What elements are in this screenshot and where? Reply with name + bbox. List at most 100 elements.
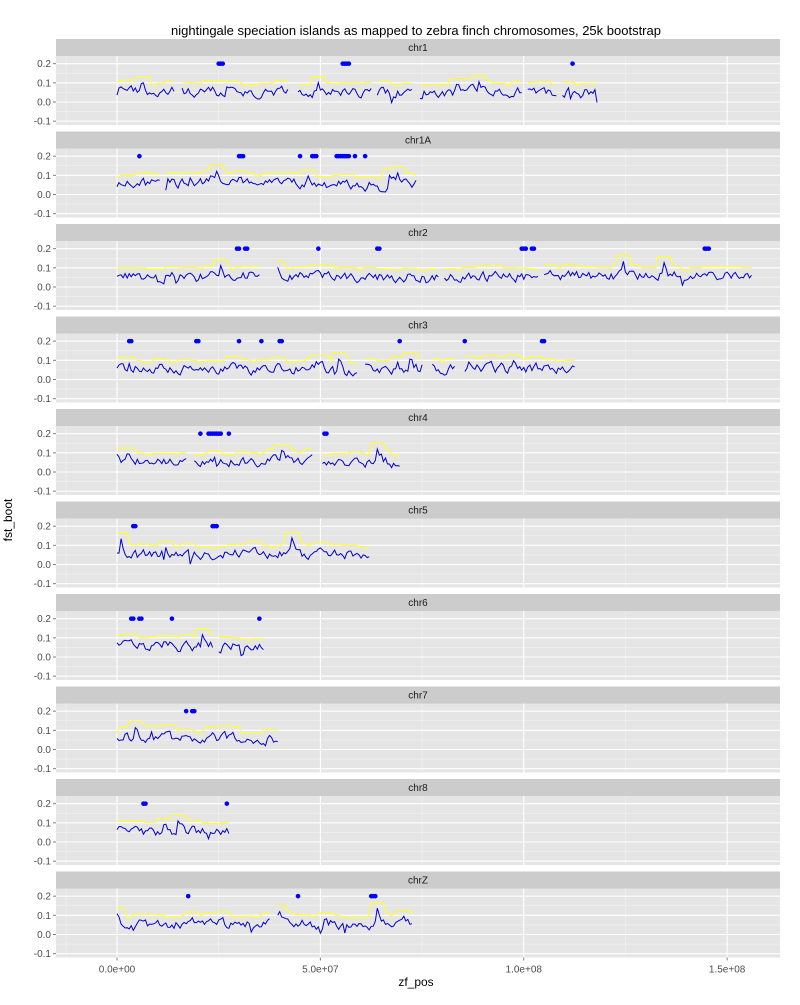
y-tick-label: 0.2 xyxy=(37,59,51,70)
facet-strip xyxy=(56,224,780,241)
panel-background xyxy=(56,333,780,403)
island-point xyxy=(346,61,352,66)
island-point xyxy=(531,246,537,251)
y-tick-label: 0.0 xyxy=(37,745,51,756)
y-tick-label: 0.2 xyxy=(37,337,51,348)
facet-chr6: chr6 -0.1 0.0 0.1 0.2 xyxy=(34,594,780,683)
island-point xyxy=(314,153,319,159)
facet-strip xyxy=(56,686,780,704)
fst-line xyxy=(277,267,439,284)
facet-chr1A: chr1A -0.1 0.0 0.1 0.2 xyxy=(34,131,780,220)
x-axis: 0.0e+00 5.0e+07 1.0e+08 1.5e+08 xyxy=(99,957,746,976)
threshold-line xyxy=(117,814,229,825)
island-point xyxy=(183,708,189,714)
fst-line xyxy=(116,536,370,565)
island-point xyxy=(462,338,468,344)
threshold-line xyxy=(194,444,313,457)
island-point xyxy=(362,153,368,159)
threshold-line xyxy=(117,447,187,456)
island-point xyxy=(139,616,144,621)
fst-line xyxy=(365,358,423,376)
y-tick-label: 0.2 xyxy=(37,892,51,903)
y-tick-label: 0.1 xyxy=(37,263,51,274)
x-axis-title: zf_pos xyxy=(398,975,433,989)
facet-strip-label: chr2 xyxy=(408,228,428,239)
island-point xyxy=(198,431,203,436)
island-point xyxy=(523,246,529,251)
facet-strip-label: chr8 xyxy=(408,783,428,794)
facet-strip xyxy=(56,779,780,796)
island-point xyxy=(377,246,382,251)
fst-line xyxy=(116,819,230,841)
island-point xyxy=(257,616,262,621)
threshold-line xyxy=(117,531,370,550)
y-tick-label: 0.1 xyxy=(37,726,51,737)
y-tick-label: 0.1 xyxy=(37,633,51,644)
fst-line xyxy=(277,908,413,935)
threshold-line xyxy=(322,442,400,457)
y-tick-label: 0.1 xyxy=(37,171,51,182)
island-point xyxy=(130,616,136,621)
facet-strip-label: chr7 xyxy=(408,691,428,702)
fst-line xyxy=(543,260,752,287)
x-tick-label: 5.0e+07 xyxy=(302,965,339,976)
fst-line xyxy=(419,79,522,100)
island-point xyxy=(128,338,134,344)
fst-line xyxy=(431,363,455,376)
island-point xyxy=(352,153,358,159)
fst-line xyxy=(181,85,289,100)
fst-line xyxy=(116,453,187,466)
y-tick-label: 0.1 xyxy=(37,448,51,459)
island-point xyxy=(196,338,201,344)
threshold-line xyxy=(116,628,214,639)
threshold-line xyxy=(562,81,597,87)
y-tick-label: 0.1 xyxy=(37,356,51,367)
island-point xyxy=(224,801,230,806)
threshold-line xyxy=(116,721,279,734)
island-point xyxy=(236,246,242,251)
y-tick-label: 0.1 xyxy=(37,78,51,89)
y-tick-label: 0.0 xyxy=(37,560,51,571)
island-point xyxy=(220,61,226,66)
threshold-line xyxy=(277,260,439,272)
panel-background xyxy=(56,56,780,125)
facet-chrZ: chrZ -0.1 0.0 0.1 0.2 xyxy=(34,871,780,960)
facet-chr4: chr4 -0.1 0.0 0.1 0.2 xyxy=(34,409,780,498)
threshold-line xyxy=(544,255,752,272)
island-point xyxy=(316,246,321,251)
island-point xyxy=(214,523,219,529)
y-tick-label: 0.1 xyxy=(37,911,51,922)
facet-strip-label: chr1 xyxy=(408,43,428,54)
y-tick-label: 0.0 xyxy=(37,468,51,479)
threshold-line xyxy=(218,636,264,641)
threshold-line xyxy=(527,81,557,86)
panel-background xyxy=(56,148,780,218)
y-tick-label: -0.1 xyxy=(34,302,52,313)
threshold-line xyxy=(117,907,270,919)
facet-chr8: chr8 -0.1 0.0 0.1 0.2 xyxy=(34,779,780,868)
threshold-line xyxy=(377,81,412,87)
y-tick-label: 0.0 xyxy=(37,930,51,941)
island-point xyxy=(218,431,224,436)
y-tick-label: -0.1 xyxy=(34,764,52,775)
facet-strip-label: chr1A xyxy=(405,136,431,147)
island-point xyxy=(346,153,352,159)
y-tick-label: 0.2 xyxy=(37,522,51,533)
y-tick-label: 0.2 xyxy=(37,244,51,255)
island-point xyxy=(541,338,547,344)
threshold-line xyxy=(365,352,423,362)
y-tick-label: 0.2 xyxy=(37,614,51,625)
y-tick-label: -0.1 xyxy=(34,394,52,405)
island-point xyxy=(295,893,301,899)
panel-background xyxy=(56,703,780,773)
facet-panels: chr1 -0.1 0.0 0.1 0.2 chr1A -0.1 0.0 0.1 0.2 chr2 -… xyxy=(34,39,780,960)
island-point xyxy=(226,431,232,436)
facet-strip xyxy=(56,501,780,519)
y-tick-label: 0.2 xyxy=(37,799,51,810)
panel-background xyxy=(56,888,780,958)
island-point xyxy=(240,153,246,159)
fst-line xyxy=(165,169,417,193)
panel-background xyxy=(56,796,780,865)
y-tick-label: 0.0 xyxy=(37,653,51,664)
